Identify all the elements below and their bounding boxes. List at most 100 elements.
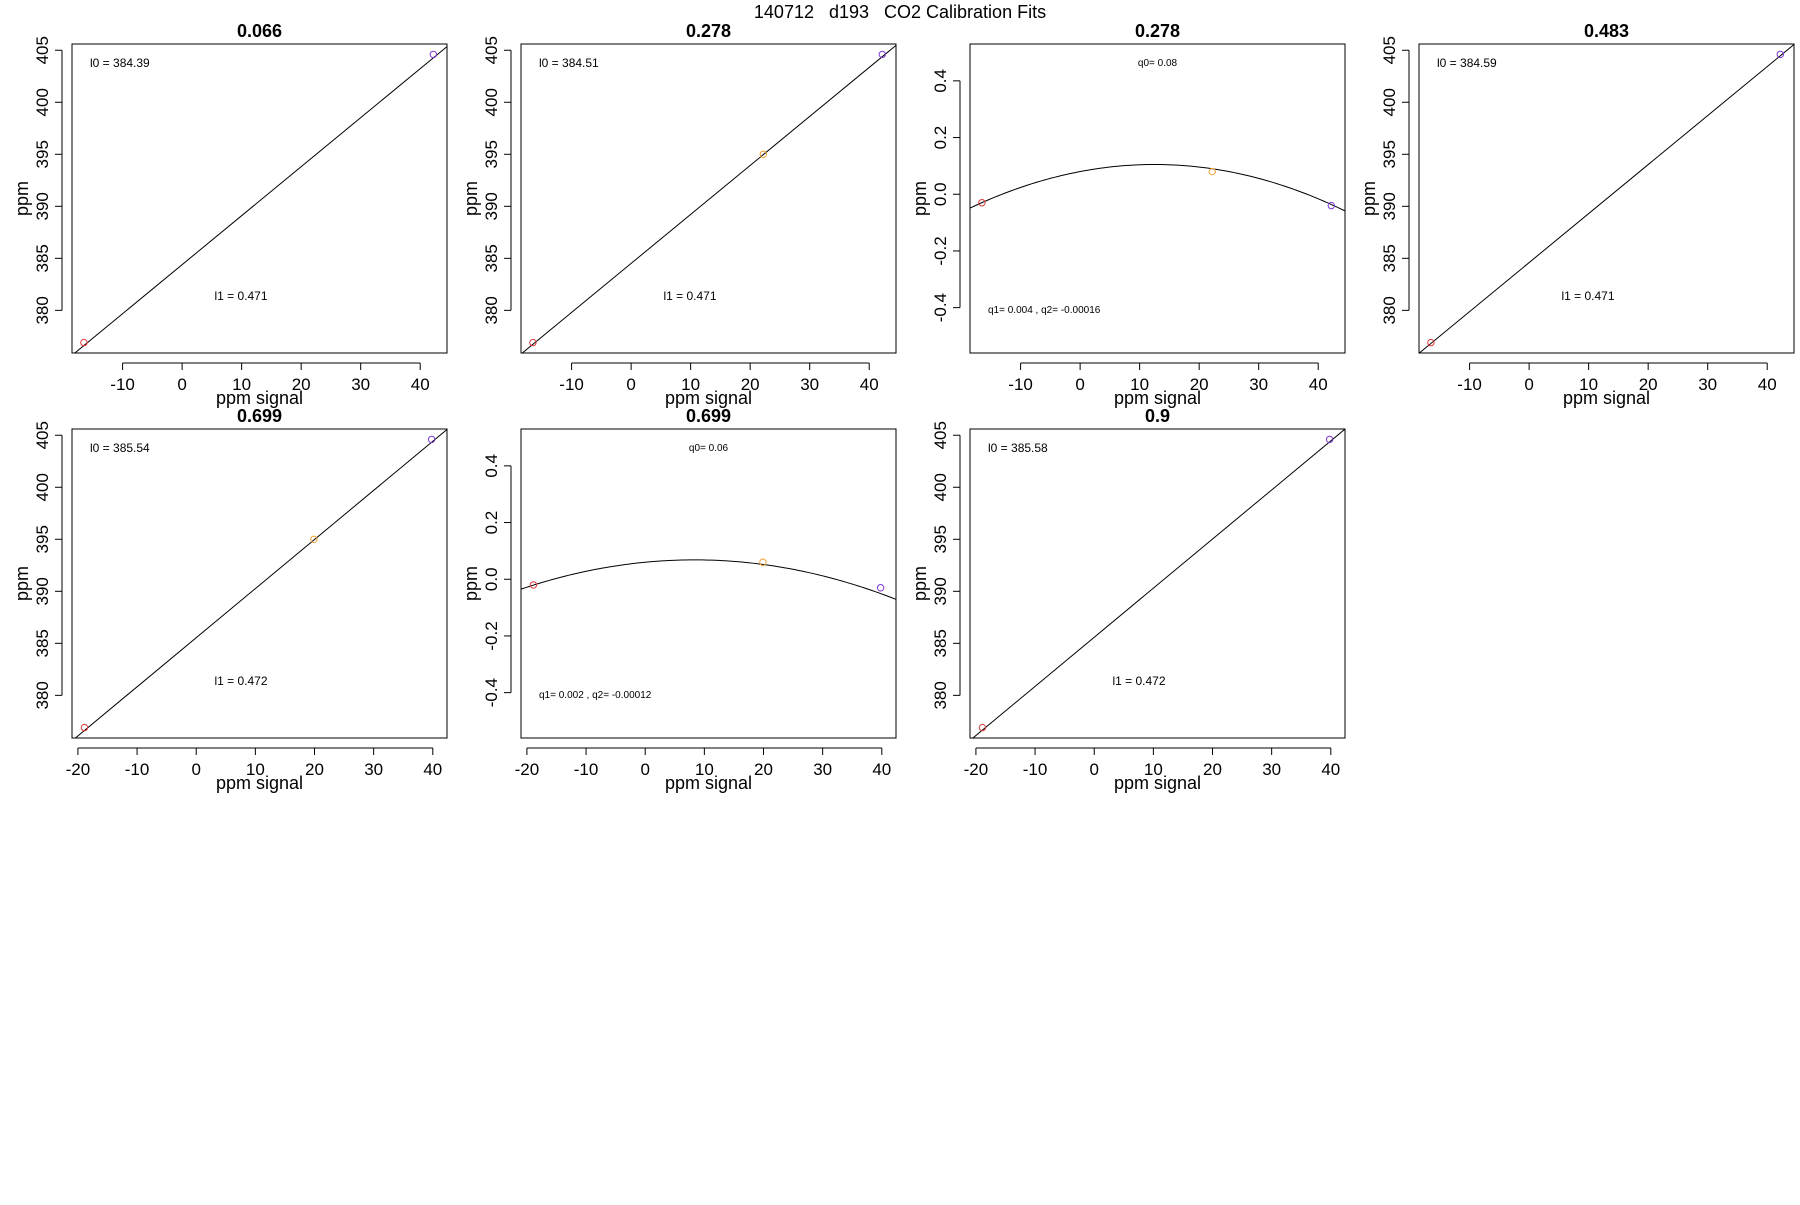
y-tick-label: -0.2 <box>931 236 950 265</box>
x-tick-label: 20 <box>292 375 311 394</box>
x-tick-label: 30 <box>364 760 383 779</box>
data-point <box>878 50 887 59</box>
y-tick-label: 385 <box>1380 244 1399 272</box>
y-axis-label: ppm <box>910 181 930 216</box>
data-point <box>427 435 436 444</box>
x-tick-label: 20 <box>754 760 773 779</box>
y-tick-label: 385 <box>33 244 52 272</box>
y-tick-label: 380 <box>1380 296 1399 324</box>
x-tick-label: -20 <box>66 760 91 779</box>
y-tick-label: 390 <box>33 577 52 605</box>
y-tick-label: 380 <box>33 681 52 709</box>
y-axis-label: ppm <box>461 566 481 601</box>
x-tick-label: 0 <box>191 760 200 779</box>
y-axis-label: ppm <box>12 566 32 601</box>
fit-line <box>74 429 447 738</box>
x-tick-label: 20 <box>1203 760 1222 779</box>
x-tick-label: -10 <box>1023 760 1048 779</box>
y-tick-label: 400 <box>33 88 52 116</box>
x-tick-label: 10 <box>695 760 714 779</box>
y-tick-label: 385 <box>482 244 501 272</box>
data-point <box>429 50 438 59</box>
calibration-panel: 0.278 -10 0 10 20 30 40 ppm signal 380 385 390 395 4… <box>461 21 897 408</box>
y-axis-label: ppm <box>461 181 481 216</box>
data-point <box>978 723 987 732</box>
x-tick-label: 20 <box>1639 375 1658 394</box>
y-tick-label: 380 <box>33 296 52 324</box>
fit-line <box>1419 44 1794 353</box>
x-tick-label: -20 <box>964 760 989 779</box>
data-point <box>529 581 538 589</box>
x-axis-label: ppm signal <box>216 773 303 793</box>
y-tick-label: 400 <box>33 473 52 501</box>
x-axis-label: ppm signal <box>1114 773 1201 793</box>
x-tick-label: -10 <box>110 375 135 394</box>
y-tick-label: 395 <box>1380 140 1399 168</box>
y-tick-label: 380 <box>931 681 950 709</box>
y-tick-label: -0.4 <box>931 293 950 322</box>
data-point <box>1208 167 1216 176</box>
panel-title: 0.9 <box>1145 406 1170 426</box>
y-tick-label: 390 <box>482 192 501 220</box>
data-point <box>529 338 537 347</box>
y-tick-label: 405 <box>482 36 501 64</box>
x-axis-label: ppm signal <box>216 388 303 408</box>
x-axis-label: ppm signal <box>665 388 752 408</box>
fit-curve <box>970 163 1345 212</box>
x-tick-label: 40 <box>872 760 891 779</box>
x-tick-label: 0 <box>177 375 186 394</box>
fit-annotation: q0= 0.08 <box>1138 58 1178 69</box>
y-tick-label: 405 <box>33 36 52 64</box>
x-tick-label: 10 <box>1579 375 1598 394</box>
y-tick-label: 400 <box>1380 88 1399 116</box>
y-tick-label: 405 <box>931 421 950 449</box>
panel-title: 0.699 <box>237 406 282 426</box>
plot-frame <box>520 43 897 354</box>
x-tick-label: 20 <box>1190 375 1209 394</box>
y-tick-label: 0.4 <box>482 454 501 478</box>
data-point <box>876 584 885 592</box>
fit-annotation: q1= 0.002 , q2= -0.00012 <box>539 690 652 701</box>
fit-annotation: q1= 0.004 , q2= -0.00016 <box>988 305 1101 316</box>
y-tick-label: 395 <box>33 140 52 168</box>
fit-annotation: l0 = 385.58 <box>988 441 1048 455</box>
fit-line <box>521 44 896 353</box>
x-tick-label: 40 <box>1309 375 1328 394</box>
y-axis-label: ppm <box>1359 181 1379 216</box>
data-point <box>759 558 767 566</box>
fit-annotation: l1 = 0.471 <box>214 289 267 303</box>
y-tick-label: -0.4 <box>482 678 501 707</box>
data-point <box>759 150 767 158</box>
x-tick-label: 10 <box>1130 375 1149 394</box>
y-tick-label: 395 <box>33 525 52 553</box>
y-axis-label: ppm <box>12 181 32 216</box>
figure-title: 140712 d193 CO2 Calibration Fits <box>753 2 1047 22</box>
panel-title: 0.278 <box>1135 21 1180 41</box>
y-tick-label: 400 <box>931 473 950 501</box>
x-tick-label: 40 <box>1321 760 1340 779</box>
panel-title: 0.278 <box>686 21 731 41</box>
x-tick-label: 0 <box>1524 375 1533 394</box>
x-tick-label: 0 <box>1075 375 1084 394</box>
data-point <box>978 199 986 207</box>
x-tick-label: 30 <box>800 375 819 394</box>
panel-title: 0.066 <box>237 21 282 41</box>
x-tick-label: 10 <box>232 375 251 394</box>
y-tick-label: 390 <box>33 192 52 220</box>
y-tick-label: 405 <box>1380 36 1399 64</box>
fit-annotation: q0= 0.06 <box>689 443 729 454</box>
panel-title: 0.699 <box>686 406 731 426</box>
x-tick-label: 30 <box>1262 760 1281 779</box>
y-tick-label: 385 <box>33 629 52 657</box>
plot-frame <box>969 43 1346 354</box>
data-point <box>80 723 89 732</box>
plot-frame <box>71 428 448 739</box>
calibration-panel: 0.483 -10 0 10 20 30 40 ppm signal 380 385 390 395 4… <box>1359 21 1795 408</box>
x-tick-label: -10 <box>559 375 584 394</box>
data-point <box>310 535 318 543</box>
plot-frame <box>969 428 1346 739</box>
x-tick-label: 40 <box>423 760 442 779</box>
data-point <box>1325 435 1334 444</box>
